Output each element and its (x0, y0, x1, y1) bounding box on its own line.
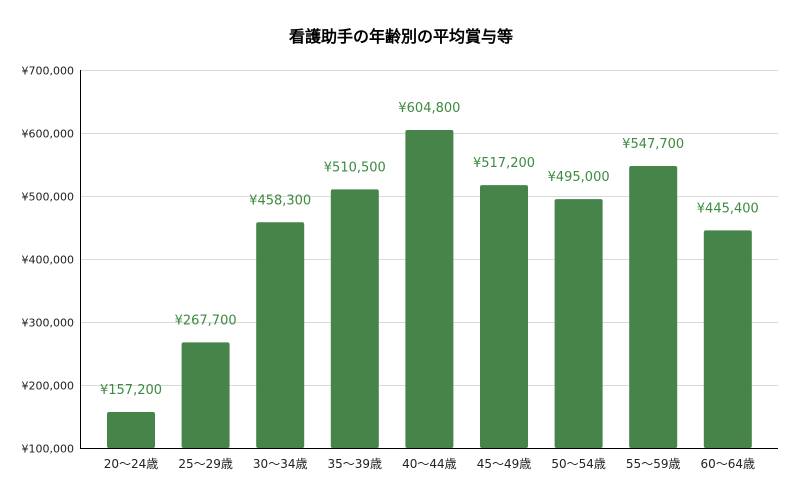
y-tick-label: ¥200,000 (22, 380, 75, 393)
bar (629, 165, 678, 448)
x-tick-label: 50〜54歳 (551, 457, 606, 471)
bar (107, 411, 155, 448)
y-tick-label: ¥300,000 (22, 317, 75, 330)
y-tick-label: ¥600,000 (22, 128, 75, 141)
x-tick-label: 40〜44歳 (402, 457, 457, 471)
y-tick-label: ¥100,000 (22, 443, 75, 456)
bar (703, 230, 752, 448)
x-tick-label: 55〜59歳 (626, 457, 681, 471)
x-tick-label: 20〜24歳 (104, 457, 159, 471)
x-tick-label: 60〜64歳 (701, 457, 756, 471)
data-label: ¥510,500 (324, 160, 386, 175)
bar (330, 189, 379, 448)
data-label: ¥495,000 (548, 170, 610, 185)
bar (256, 222, 305, 448)
x-tick-label: 35〜39歳 (328, 457, 383, 471)
y-tick-label: ¥400,000 (22, 254, 75, 267)
bar (405, 129, 454, 448)
x-tick-label: 25〜29歳 (178, 457, 233, 471)
x-tick-label: 30〜34歳 (253, 457, 308, 471)
data-label: ¥458,300 (249, 193, 311, 208)
data-label: ¥517,200 (473, 156, 535, 171)
data-label: ¥547,700 (622, 137, 684, 152)
data-label: ¥267,700 (175, 313, 237, 328)
bar (480, 185, 528, 448)
bar (181, 342, 230, 448)
chart-title: 看護助手の年齢別の平均賞与等 (288, 27, 513, 46)
data-label: ¥157,200 (100, 383, 162, 398)
x-tick-label: 45〜49歳 (477, 457, 532, 471)
bar (554, 199, 603, 448)
data-label: ¥604,800 (398, 101, 460, 116)
y-tick-label: ¥500,000 (22, 191, 75, 204)
data-label: ¥445,400 (697, 201, 759, 216)
y-tick-label: ¥700,000 (22, 65, 75, 78)
